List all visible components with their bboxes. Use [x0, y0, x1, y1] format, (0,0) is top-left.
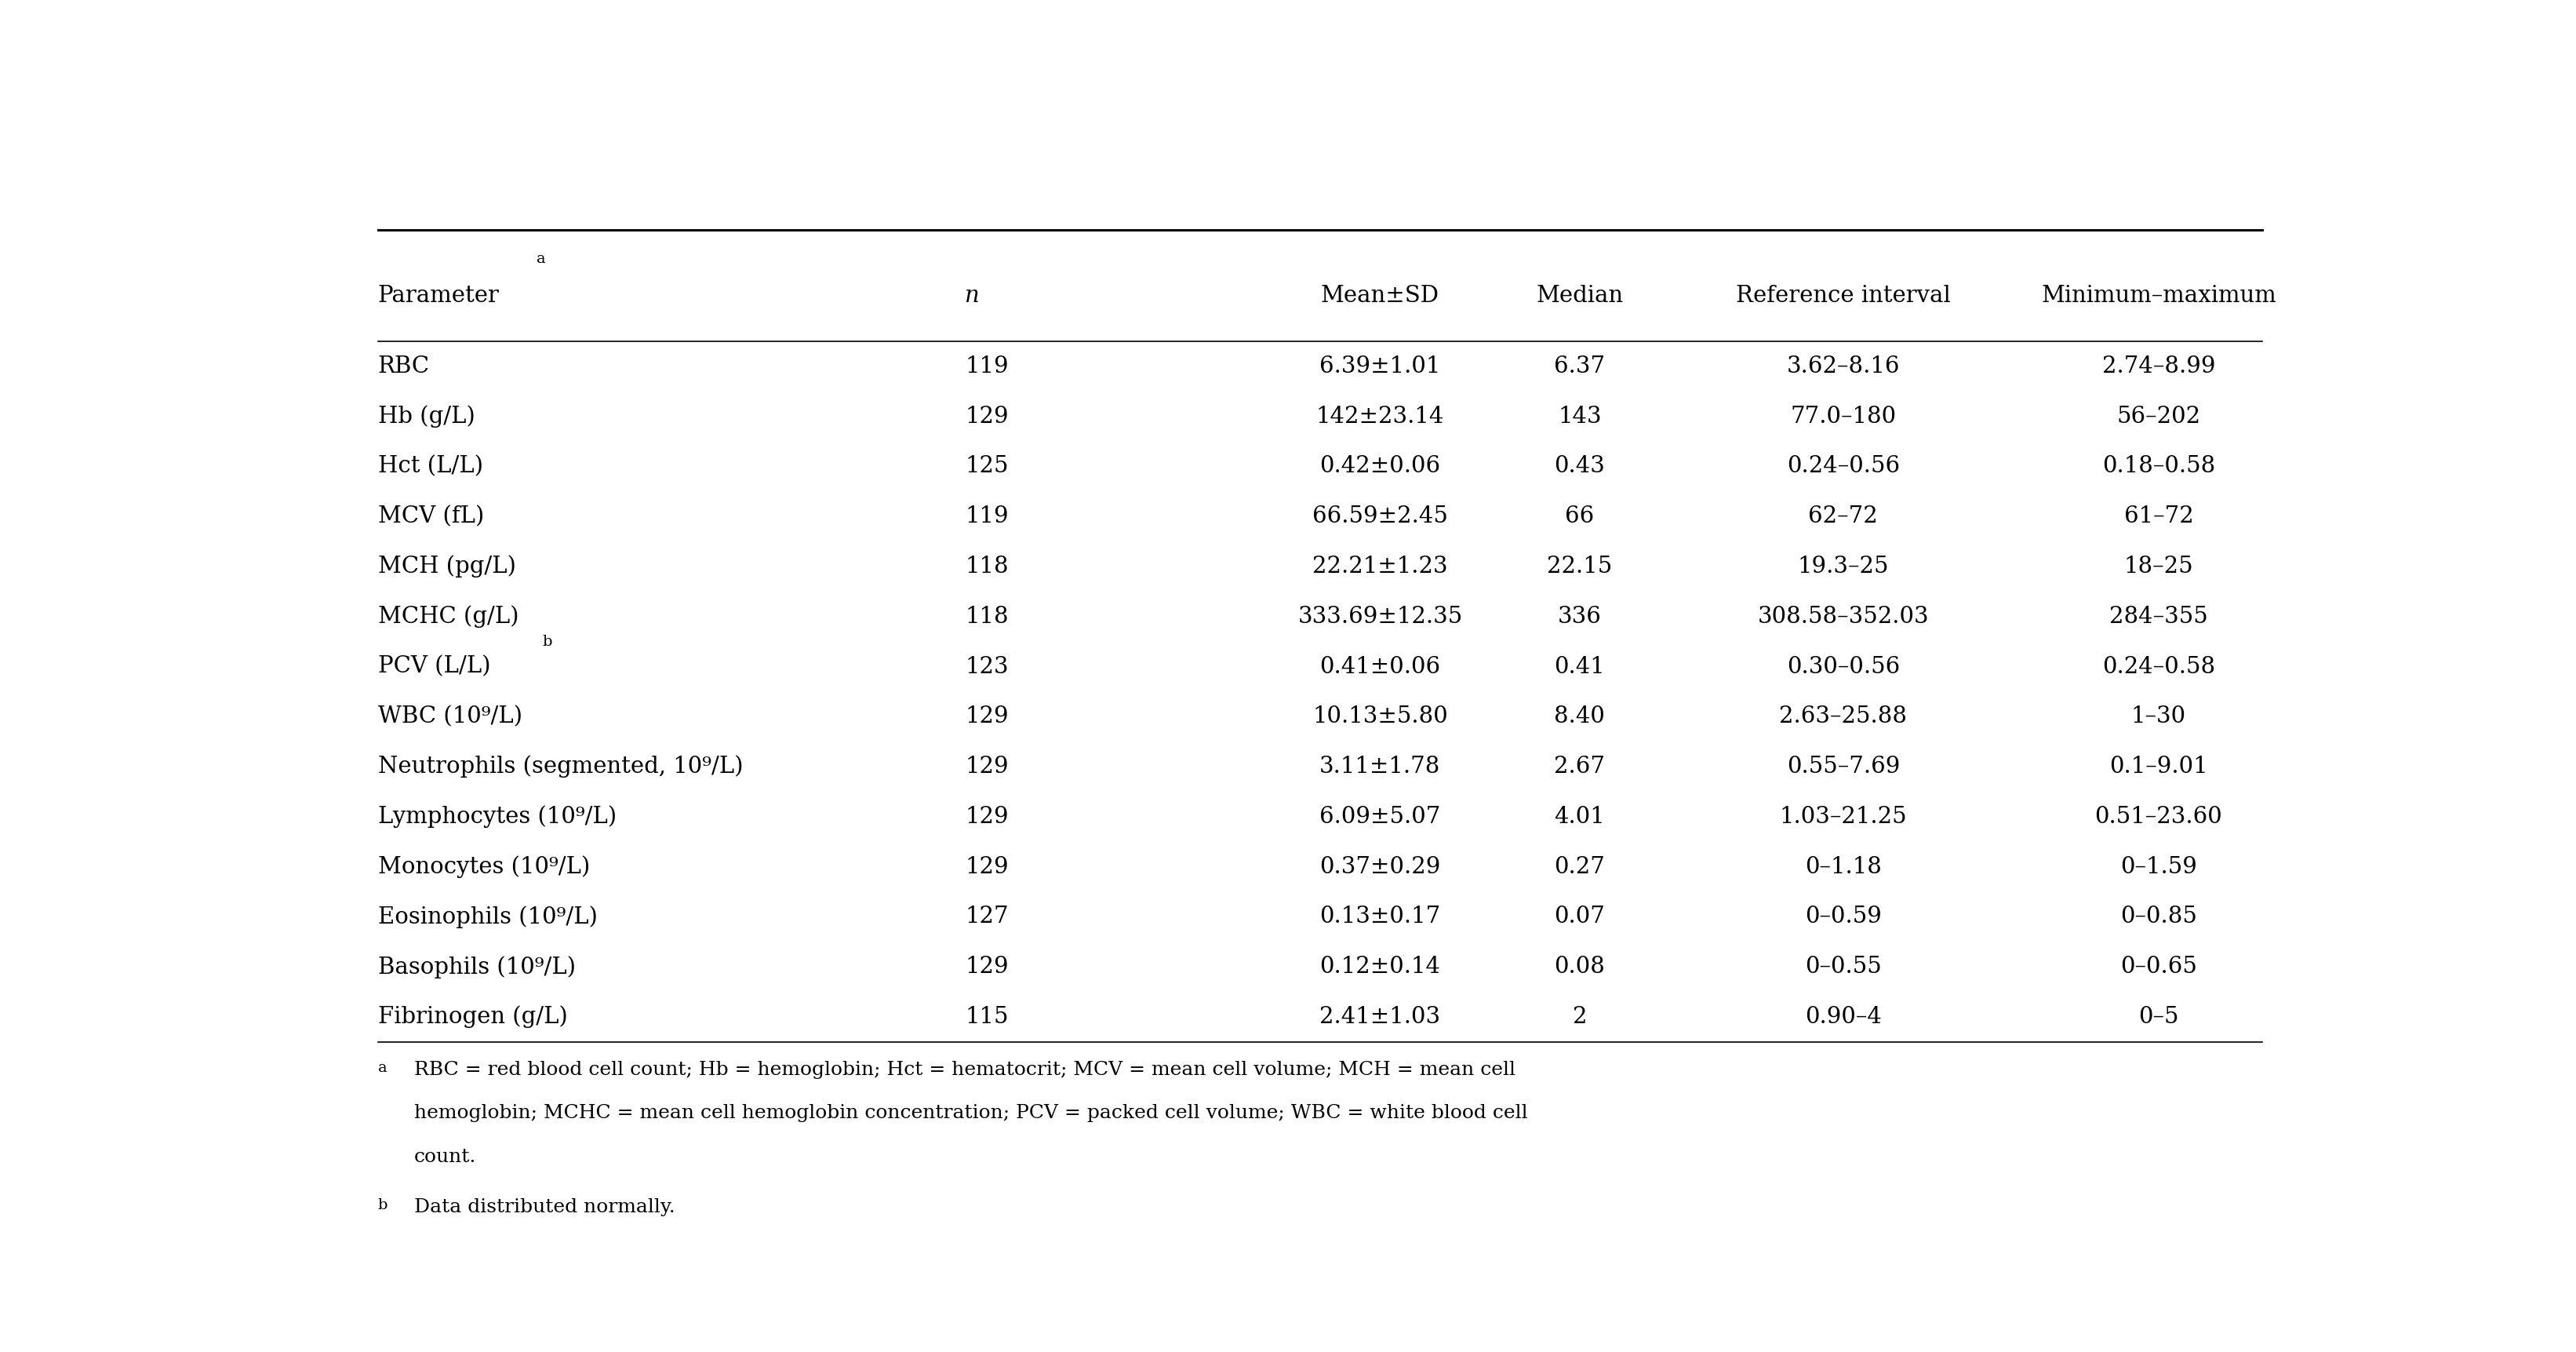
Text: 129: 129 [966, 706, 1007, 727]
Text: 0–5: 0–5 [2138, 1006, 2179, 1028]
Text: 2.41±1.03: 2.41±1.03 [1319, 1006, 1440, 1028]
Text: WBC (10⁹/L): WBC (10⁹/L) [379, 706, 523, 727]
Text: 0.37±0.29: 0.37±0.29 [1319, 856, 1440, 877]
Text: 115: 115 [966, 1006, 1007, 1028]
Text: 6.09±5.07: 6.09±5.07 [1319, 806, 1440, 827]
Text: 0.27: 0.27 [1553, 856, 1605, 877]
Text: 2.74–8.99: 2.74–8.99 [2102, 356, 2215, 377]
Text: 129: 129 [966, 406, 1007, 427]
Text: 0–1.18: 0–1.18 [1806, 856, 1880, 877]
Text: Fibrinogen (g/L): Fibrinogen (g/L) [379, 1006, 567, 1028]
Text: 56–202: 56–202 [2117, 406, 2200, 427]
Text: 19.3–25: 19.3–25 [1798, 556, 1888, 577]
Text: PCV (L/L): PCV (L/L) [379, 656, 489, 677]
Text: 77.0–180: 77.0–180 [1790, 406, 1896, 427]
Text: 129: 129 [966, 806, 1007, 827]
Text: Eosinophils (10⁹/L): Eosinophils (10⁹/L) [379, 906, 598, 927]
Text: 0.24–0.58: 0.24–0.58 [2102, 656, 2215, 677]
Text: 6.39±1.01: 6.39±1.01 [1319, 356, 1440, 377]
Text: count.: count. [415, 1148, 477, 1167]
Text: 125: 125 [966, 456, 1007, 477]
Text: 66.59±2.45: 66.59±2.45 [1311, 506, 1448, 527]
Text: Basophils (10⁹/L): Basophils (10⁹/L) [379, 956, 574, 977]
Text: 66: 66 [1566, 506, 1595, 527]
Text: 0.41±0.06: 0.41±0.06 [1319, 656, 1440, 677]
Text: 118: 118 [966, 556, 1007, 577]
Text: 118: 118 [966, 606, 1007, 627]
Text: Hb (g/L): Hb (g/L) [379, 406, 474, 427]
Text: Median: Median [1535, 284, 1623, 307]
Text: MCH (pg/L): MCH (pg/L) [379, 556, 515, 577]
Text: Monocytes (10⁹/L): Monocytes (10⁹/L) [379, 856, 590, 877]
Text: 142±23.14: 142±23.14 [1316, 406, 1445, 427]
Text: 0.1–9.01: 0.1–9.01 [2110, 756, 2208, 777]
Text: 127: 127 [966, 906, 1007, 927]
Text: 0.08: 0.08 [1553, 956, 1605, 977]
Text: 129: 129 [966, 756, 1007, 777]
Text: 22.21±1.23: 22.21±1.23 [1311, 556, 1448, 577]
Text: 333.69±12.35: 333.69±12.35 [1298, 606, 1463, 627]
Text: 0–0.59: 0–0.59 [1806, 906, 1880, 927]
Text: 119: 119 [966, 506, 1007, 527]
Text: 308.58–352.03: 308.58–352.03 [1757, 606, 1929, 627]
Text: b: b [544, 635, 551, 649]
Text: 0.41: 0.41 [1553, 656, 1605, 677]
Text: 143: 143 [1558, 406, 1602, 427]
Text: 1–30: 1–30 [2130, 706, 2187, 727]
Text: 18–25: 18–25 [2125, 556, 2192, 577]
Text: 10.13±5.80: 10.13±5.80 [1311, 706, 1448, 727]
Text: 2.67: 2.67 [1553, 756, 1605, 777]
Text: 0.90–4: 0.90–4 [1806, 1006, 1880, 1028]
Text: Hct (L/L): Hct (L/L) [379, 456, 484, 477]
Text: 0.07: 0.07 [1553, 906, 1605, 927]
Text: 129: 129 [966, 856, 1007, 877]
Text: MCHC (g/L): MCHC (g/L) [379, 606, 518, 627]
Text: 0.51–23.60: 0.51–23.60 [2094, 806, 2223, 827]
Text: RBC: RBC [379, 356, 430, 377]
Text: Parameter: Parameter [379, 284, 500, 307]
Text: RBC = red blood cell count; Hb = hemoglobin; Hct = hematocrit; MCV = mean cell v: RBC = red blood cell count; Hb = hemoglo… [415, 1061, 1515, 1079]
Text: n: n [966, 284, 979, 307]
Text: Lymphocytes (10⁹/L): Lymphocytes (10⁹/L) [379, 806, 616, 827]
Text: 0–0.65: 0–0.65 [2120, 956, 2197, 977]
Text: 2.63–25.88: 2.63–25.88 [1780, 706, 1906, 727]
Text: Data distributed normally.: Data distributed normally. [415, 1198, 675, 1215]
Text: b: b [379, 1198, 389, 1213]
Text: 6.37: 6.37 [1553, 356, 1605, 377]
Text: 336: 336 [1558, 606, 1602, 627]
Text: Reference interval: Reference interval [1736, 284, 1950, 307]
Text: MCV (fL): MCV (fL) [379, 506, 484, 527]
Text: 123: 123 [966, 656, 1007, 677]
Text: 2: 2 [1571, 1006, 1587, 1028]
Text: 0.12±0.14: 0.12±0.14 [1319, 956, 1440, 977]
Text: Neutrophils (segmented, 10⁹/L): Neutrophils (segmented, 10⁹/L) [379, 756, 742, 777]
Text: 3.62–8.16: 3.62–8.16 [1788, 356, 1901, 377]
Text: 0–0.55: 0–0.55 [1806, 956, 1880, 977]
Text: 0.43: 0.43 [1553, 456, 1605, 477]
Text: 0–1.59: 0–1.59 [2120, 856, 2197, 877]
Text: 22.15: 22.15 [1548, 556, 1613, 577]
Text: 1.03–21.25: 1.03–21.25 [1780, 806, 1906, 827]
Text: 4.01: 4.01 [1553, 806, 1605, 827]
Text: 0–0.85: 0–0.85 [2120, 906, 2197, 927]
Text: 62–72: 62–72 [1808, 506, 1878, 527]
Text: 61–72: 61–72 [2123, 506, 2195, 527]
Text: 0.30–0.56: 0.30–0.56 [1788, 656, 1901, 677]
Text: hemoglobin; MCHC = mean cell hemoglobin concentration; PCV = packed cell volume;: hemoglobin; MCHC = mean cell hemoglobin … [415, 1105, 1528, 1122]
Text: 3.11±1.78: 3.11±1.78 [1319, 756, 1440, 777]
Text: 0.24–0.56: 0.24–0.56 [1788, 456, 1899, 477]
Text: 0.42±0.06: 0.42±0.06 [1319, 456, 1440, 477]
Text: 119: 119 [966, 356, 1007, 377]
Text: Mean±SD: Mean±SD [1321, 284, 1440, 307]
Text: 8.40: 8.40 [1553, 706, 1605, 727]
Text: 284–355: 284–355 [2110, 606, 2208, 627]
Text: 0.18–0.58: 0.18–0.58 [2102, 456, 2215, 477]
Text: a: a [379, 1061, 386, 1075]
Text: 129: 129 [966, 956, 1007, 977]
Text: a: a [536, 253, 546, 266]
Text: 0.13±0.17: 0.13±0.17 [1319, 906, 1440, 927]
Text: 0.55–7.69: 0.55–7.69 [1788, 756, 1901, 777]
Text: Minimum–maximum: Minimum–maximum [2040, 284, 2277, 307]
